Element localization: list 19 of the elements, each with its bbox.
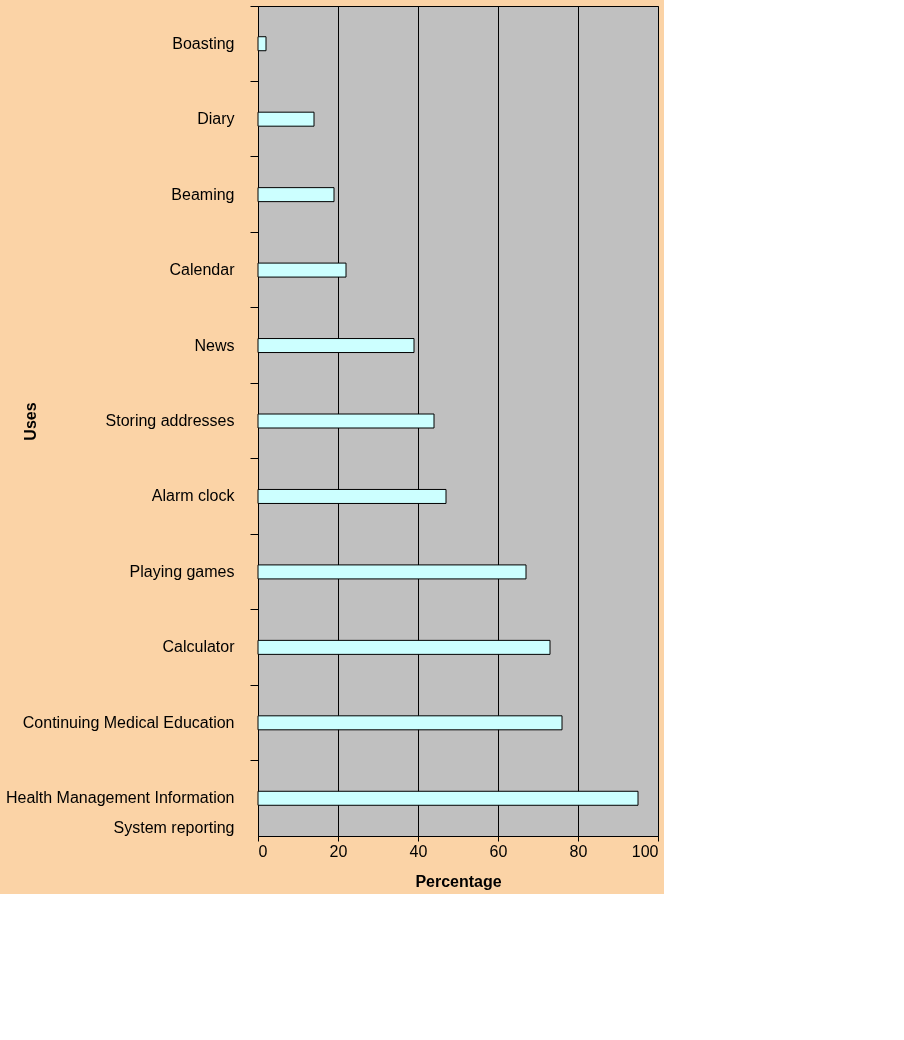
y-tick-label: Boasting bbox=[172, 34, 235, 52]
y-tick-label: Alarm clock bbox=[151, 487, 236, 505]
x-tick-label: 0 bbox=[258, 842, 268, 860]
x-tick-label: 40 bbox=[409, 842, 428, 860]
y-tick-label: Health Management Information System reporting bbox=[5, 789, 235, 837]
y-axis-title: Uses bbox=[21, 402, 39, 441]
y-tick-label: Storing addresses bbox=[105, 412, 235, 429]
x-tick-label: 20 bbox=[329, 842, 348, 860]
x-tick-label: 60 bbox=[489, 842, 508, 860]
y-tick-label: Beaming bbox=[171, 185, 235, 203]
x-axis-title: Percentage bbox=[415, 872, 502, 890]
y-tick-label: Calculator bbox=[162, 638, 236, 656]
x-tick-label: 80 bbox=[569, 842, 588, 860]
x-tick-label: 100 bbox=[631, 842, 659, 860]
y-tick-label: Diary bbox=[197, 110, 235, 128]
y-tick-label: News bbox=[194, 336, 235, 354]
y-tick-label: Continuing Medical Education bbox=[22, 713, 235, 731]
y-tick-label: Calendar bbox=[169, 261, 236, 279]
y-tick-label: Playing games bbox=[129, 562, 235, 580]
